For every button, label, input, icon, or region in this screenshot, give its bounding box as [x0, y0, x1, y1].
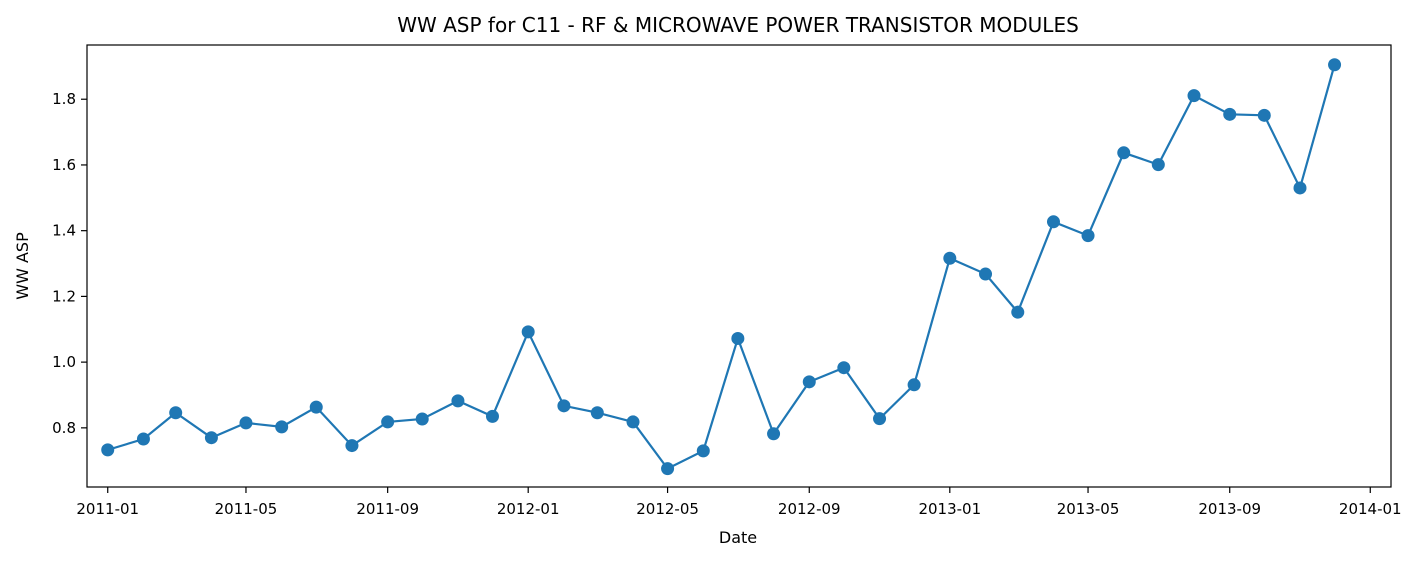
data-point — [1223, 107, 1237, 121]
data-point — [837, 361, 851, 375]
data-point — [451, 394, 465, 408]
x-tick-label: 2013-09 — [1198, 500, 1261, 518]
x-tick-label: 2011-09 — [356, 500, 419, 518]
data-point — [345, 439, 359, 453]
plot-area: 2011-01 2011-05 2011-09 2012-01 2012-05 2012-… — [52, 44, 1402, 518]
data-point — [275, 420, 289, 434]
x-tick-label: 2014-01 — [1339, 500, 1402, 518]
series-points — [101, 58, 1342, 476]
data-point — [1117, 146, 1131, 160]
plot-frame — [86, 44, 1392, 488]
data-point — [731, 331, 745, 345]
data-point — [1257, 108, 1271, 122]
data-point — [557, 399, 571, 413]
data-point — [696, 444, 710, 458]
data-point — [415, 412, 429, 426]
data-point — [943, 251, 957, 265]
y-tick-label: 1.6 — [52, 156, 76, 174]
data-point — [1081, 229, 1095, 243]
data-point — [204, 431, 218, 445]
data-point — [661, 462, 675, 476]
data-point — [1293, 181, 1307, 195]
x-tick-label: 2013-01 — [918, 500, 981, 518]
y-tick-label: 1.8 — [52, 90, 76, 108]
series-line — [107, 64, 1336, 470]
data-point — [239, 416, 253, 430]
data-point — [767, 427, 781, 441]
data-point — [1151, 158, 1165, 172]
y-tick-label: 1.0 — [52, 353, 76, 371]
data-point — [1328, 58, 1342, 72]
x-axis: 2011-01 2011-05 2011-09 2012-01 2012-05 2012-… — [76, 487, 1402, 518]
data-point — [309, 400, 323, 414]
x-tick-label: 2012-09 — [778, 500, 841, 518]
x-tick-label: 2013-05 — [1057, 500, 1120, 518]
y-axis-label: WW ASP — [13, 232, 32, 300]
y-tick-label: 1.2 — [52, 287, 76, 305]
y-tick-label: 0.8 — [52, 419, 76, 437]
y-axis: 0.8 1.0 1.2 1.4 1.6 1.8 — [52, 90, 87, 437]
data-point — [136, 432, 150, 446]
x-tick-label: 2011-01 — [76, 500, 139, 518]
data-point — [873, 412, 887, 426]
chart-title: WW ASP for C11 - RF & MICROWAVE POWER TR… — [397, 13, 1079, 37]
data-point — [381, 415, 395, 429]
data-point — [907, 378, 921, 392]
data-point — [169, 406, 183, 420]
data-point — [1187, 89, 1201, 103]
data-point — [590, 406, 604, 420]
data-point — [1046, 215, 1060, 229]
y-tick-label: 1.4 — [52, 222, 76, 240]
data-point — [521, 325, 535, 339]
data-point — [1011, 305, 1025, 319]
x-tick-label: 2012-05 — [636, 500, 699, 518]
data-point — [802, 375, 816, 389]
data-point — [101, 443, 115, 457]
x-tick-label: 2011-05 — [215, 500, 278, 518]
data-point — [979, 267, 993, 281]
data-point — [485, 409, 499, 423]
x-tick-label: 2012-01 — [497, 500, 560, 518]
data-point — [626, 415, 640, 429]
x-axis-label: Date — [719, 528, 757, 547]
